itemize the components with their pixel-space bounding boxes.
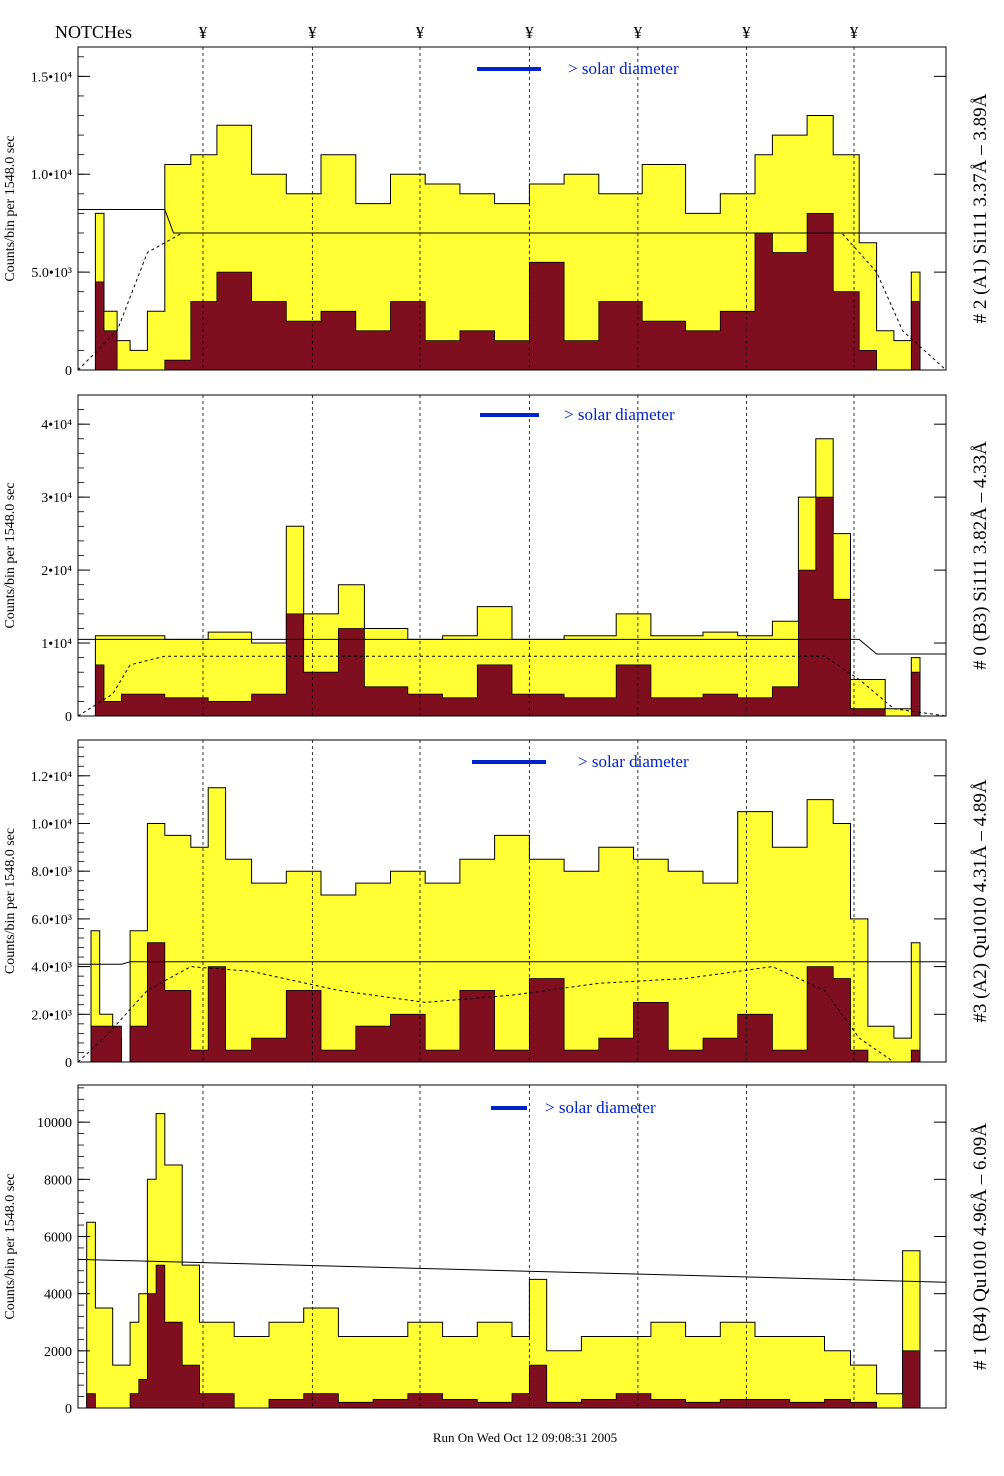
- model-solid-line: [78, 638, 946, 655]
- legend-label: > solar diameter: [545, 1098, 656, 1117]
- y-tick-label: 1•10⁴: [41, 637, 72, 652]
- panel-label: #3 (A2) Qu1010 4.31Å – 4.89Å: [970, 779, 991, 1023]
- line-counts-histogram: [78, 1264, 921, 1409]
- y-tick-label: 0: [65, 364, 72, 379]
- y-tick-label: 8000: [44, 1173, 72, 1188]
- y-tick-label: 6.0•10³: [31, 913, 72, 928]
- y-tick-label: 4000: [44, 1288, 72, 1303]
- total-counts-histogram: [86, 115, 921, 371]
- y-axis-label: Counts/bin per 1548.0 sec: [3, 1173, 18, 1319]
- y-axis-label: Counts/bin per 1548.0 sec: [3, 482, 18, 628]
- model-solid-line: [78, 961, 946, 965]
- line-counts-histogram: [86, 496, 921, 717]
- notch-symbol: ¥: [199, 23, 208, 42]
- model-solid-line: [78, 209, 946, 234]
- notch-symbol: ¥: [308, 23, 317, 42]
- model-solid-line: [77, 1258, 947, 1283]
- y-tick-label: 10000: [37, 1116, 72, 1131]
- plot-frame: [77, 1084, 947, 1409]
- model-dashed-line: [77, 232, 947, 371]
- y-tick-label: 4•10⁴: [41, 418, 72, 433]
- y-tick-label: 2•10⁴: [41, 564, 72, 579]
- notches-label: NOTCHes: [55, 22, 132, 42]
- y-tick-label: 1.5•10⁴: [31, 70, 72, 85]
- y-tick-label: 2000: [44, 1345, 72, 1360]
- notch-symbol: ¥: [634, 23, 643, 42]
- notch-symbol: ¥: [416, 23, 425, 42]
- model-dashed-line: [77, 655, 947, 717]
- y-tick-label: 3•10⁴: [41, 491, 72, 506]
- y-tick-label: 1.2•10⁴: [31, 770, 72, 785]
- panels: 0 5.0•10³ 1.0•10⁴ 1.5•10⁴ Counts/bin per 154…: [3, 46, 991, 1417]
- notch-symbol: ¥: [850, 23, 859, 42]
- notch-symbol: ¥: [525, 23, 534, 42]
- model-dashed-line: [77, 966, 946, 1063]
- legend-label: > solar diameter: [564, 405, 675, 424]
- y-axis-label: Counts/bin per 1548.0 sec: [3, 135, 18, 281]
- chart-panel-1: 0 5.0•10³ 1.0•10⁴ 1.5•10⁴ Counts/bin per 154…: [3, 46, 991, 379]
- y-tick-label: 5.0•10³: [31, 266, 72, 281]
- chart-panel-4: 0 2000 4000 6000 8000 10000 Counts/bin per 154…: [3, 1084, 991, 1417]
- chart-panel-2: 0 1•10⁴ 2•10⁴ 3•10⁴ 4•10⁴ Counts/bin per 1548…: [3, 394, 991, 725]
- y-tick-label: 0: [65, 1402, 72, 1417]
- y-tick-label: 6000: [44, 1230, 72, 1245]
- y-tick-label: 1.0•10⁴: [31, 817, 72, 832]
- notch-symbols: ¥ ¥ ¥ ¥ ¥ ¥ ¥: [199, 23, 859, 42]
- panel-label: # 1 (B4) Qu1010 4.96Å – 6.09Å: [970, 1123, 991, 1370]
- plot-frame: [77, 46, 947, 371]
- panel-label: # 0 (B3) Si111 3.82Å – 4.33Å: [970, 441, 991, 670]
- line-counts-histogram: [86, 942, 921, 1063]
- run-footer: Run On Wed Oct 12 09:08:31 2005: [433, 1430, 617, 1445]
- legend-label: > solar diameter: [578, 752, 689, 771]
- y-tick-label: 8.0•10³: [31, 865, 72, 880]
- y-tick-label: 2.0•10³: [31, 1008, 72, 1023]
- y-tick-label: 1.0•10⁴: [31, 168, 72, 183]
- y-tick-label: 4.0•10³: [31, 961, 72, 976]
- panel-label: # 2 (A1) Si111 3.37Å – 3.89Å: [970, 93, 991, 323]
- plot-frame: [77, 739, 947, 1063]
- notch-symbol: ¥: [742, 23, 751, 42]
- total-counts-histogram: [78, 1113, 921, 1409]
- chart-panel-3: 0 2.0•10³ 4.0•10³ 6.0•10³ 8.0•10³ 1.0•10⁴ 1.2•…: [3, 739, 991, 1071]
- y-tick-label: 0: [65, 1056, 72, 1071]
- y-tick-label: 0: [65, 710, 72, 725]
- line-counts-histogram: [86, 213, 921, 371]
- legend-label: > solar diameter: [568, 59, 679, 78]
- y-axis-label: Counts/bin per 1548.0 sec: [3, 828, 18, 974]
